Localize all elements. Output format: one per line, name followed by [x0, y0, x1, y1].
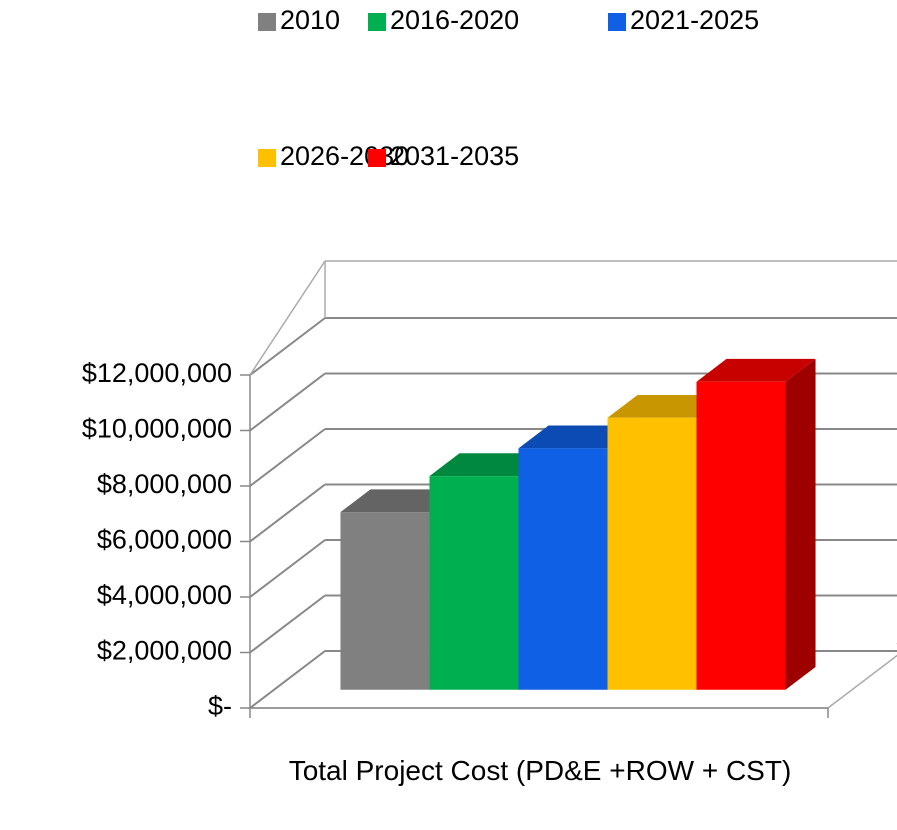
bar-side — [785, 358, 816, 690]
y-tick-label: $2,000,000 — [97, 636, 232, 666]
y-tick-label: $10,000,000 — [82, 414, 232, 444]
bar-top — [696, 358, 816, 382]
grid-line — [249, 372, 326, 432]
legend-swatch — [368, 149, 386, 167]
grid-line — [249, 483, 326, 543]
grid-line — [249, 594, 326, 654]
legend-swatch — [368, 13, 386, 31]
grid-line — [249, 317, 326, 376]
y-tick-label: $8,000,000 — [97, 469, 232, 499]
bar — [607, 417, 697, 690]
y-tick-label: $12,000,000 — [82, 358, 232, 388]
bar — [518, 448, 608, 690]
legend-label: 2021-2025 — [630, 5, 759, 35]
grid-line — [249, 428, 326, 487]
legend-label: 2031-2035 — [390, 141, 519, 171]
legend-swatch — [258, 13, 276, 31]
grid-line — [249, 539, 326, 598]
y-tick-label: $6,000,000 — [97, 525, 232, 555]
legend-label: 2026-2030 — [280, 141, 409, 171]
legend-swatch — [608, 13, 626, 31]
y-tick-label: $- — [208, 691, 232, 721]
y-tick-label: $4,000,000 — [97, 580, 232, 610]
legend-swatch — [258, 149, 276, 167]
wall-top — [249, 260, 326, 376]
legend-label: 2016-2020 — [390, 5, 519, 35]
x-category-label: Total Project Cost (PD&E +ROW + CST) — [288, 755, 792, 786]
bar — [429, 476, 519, 690]
bar — [340, 512, 430, 690]
legend-label: 2010 — [280, 5, 340, 35]
grid-line — [249, 650, 326, 709]
bar — [696, 381, 786, 690]
